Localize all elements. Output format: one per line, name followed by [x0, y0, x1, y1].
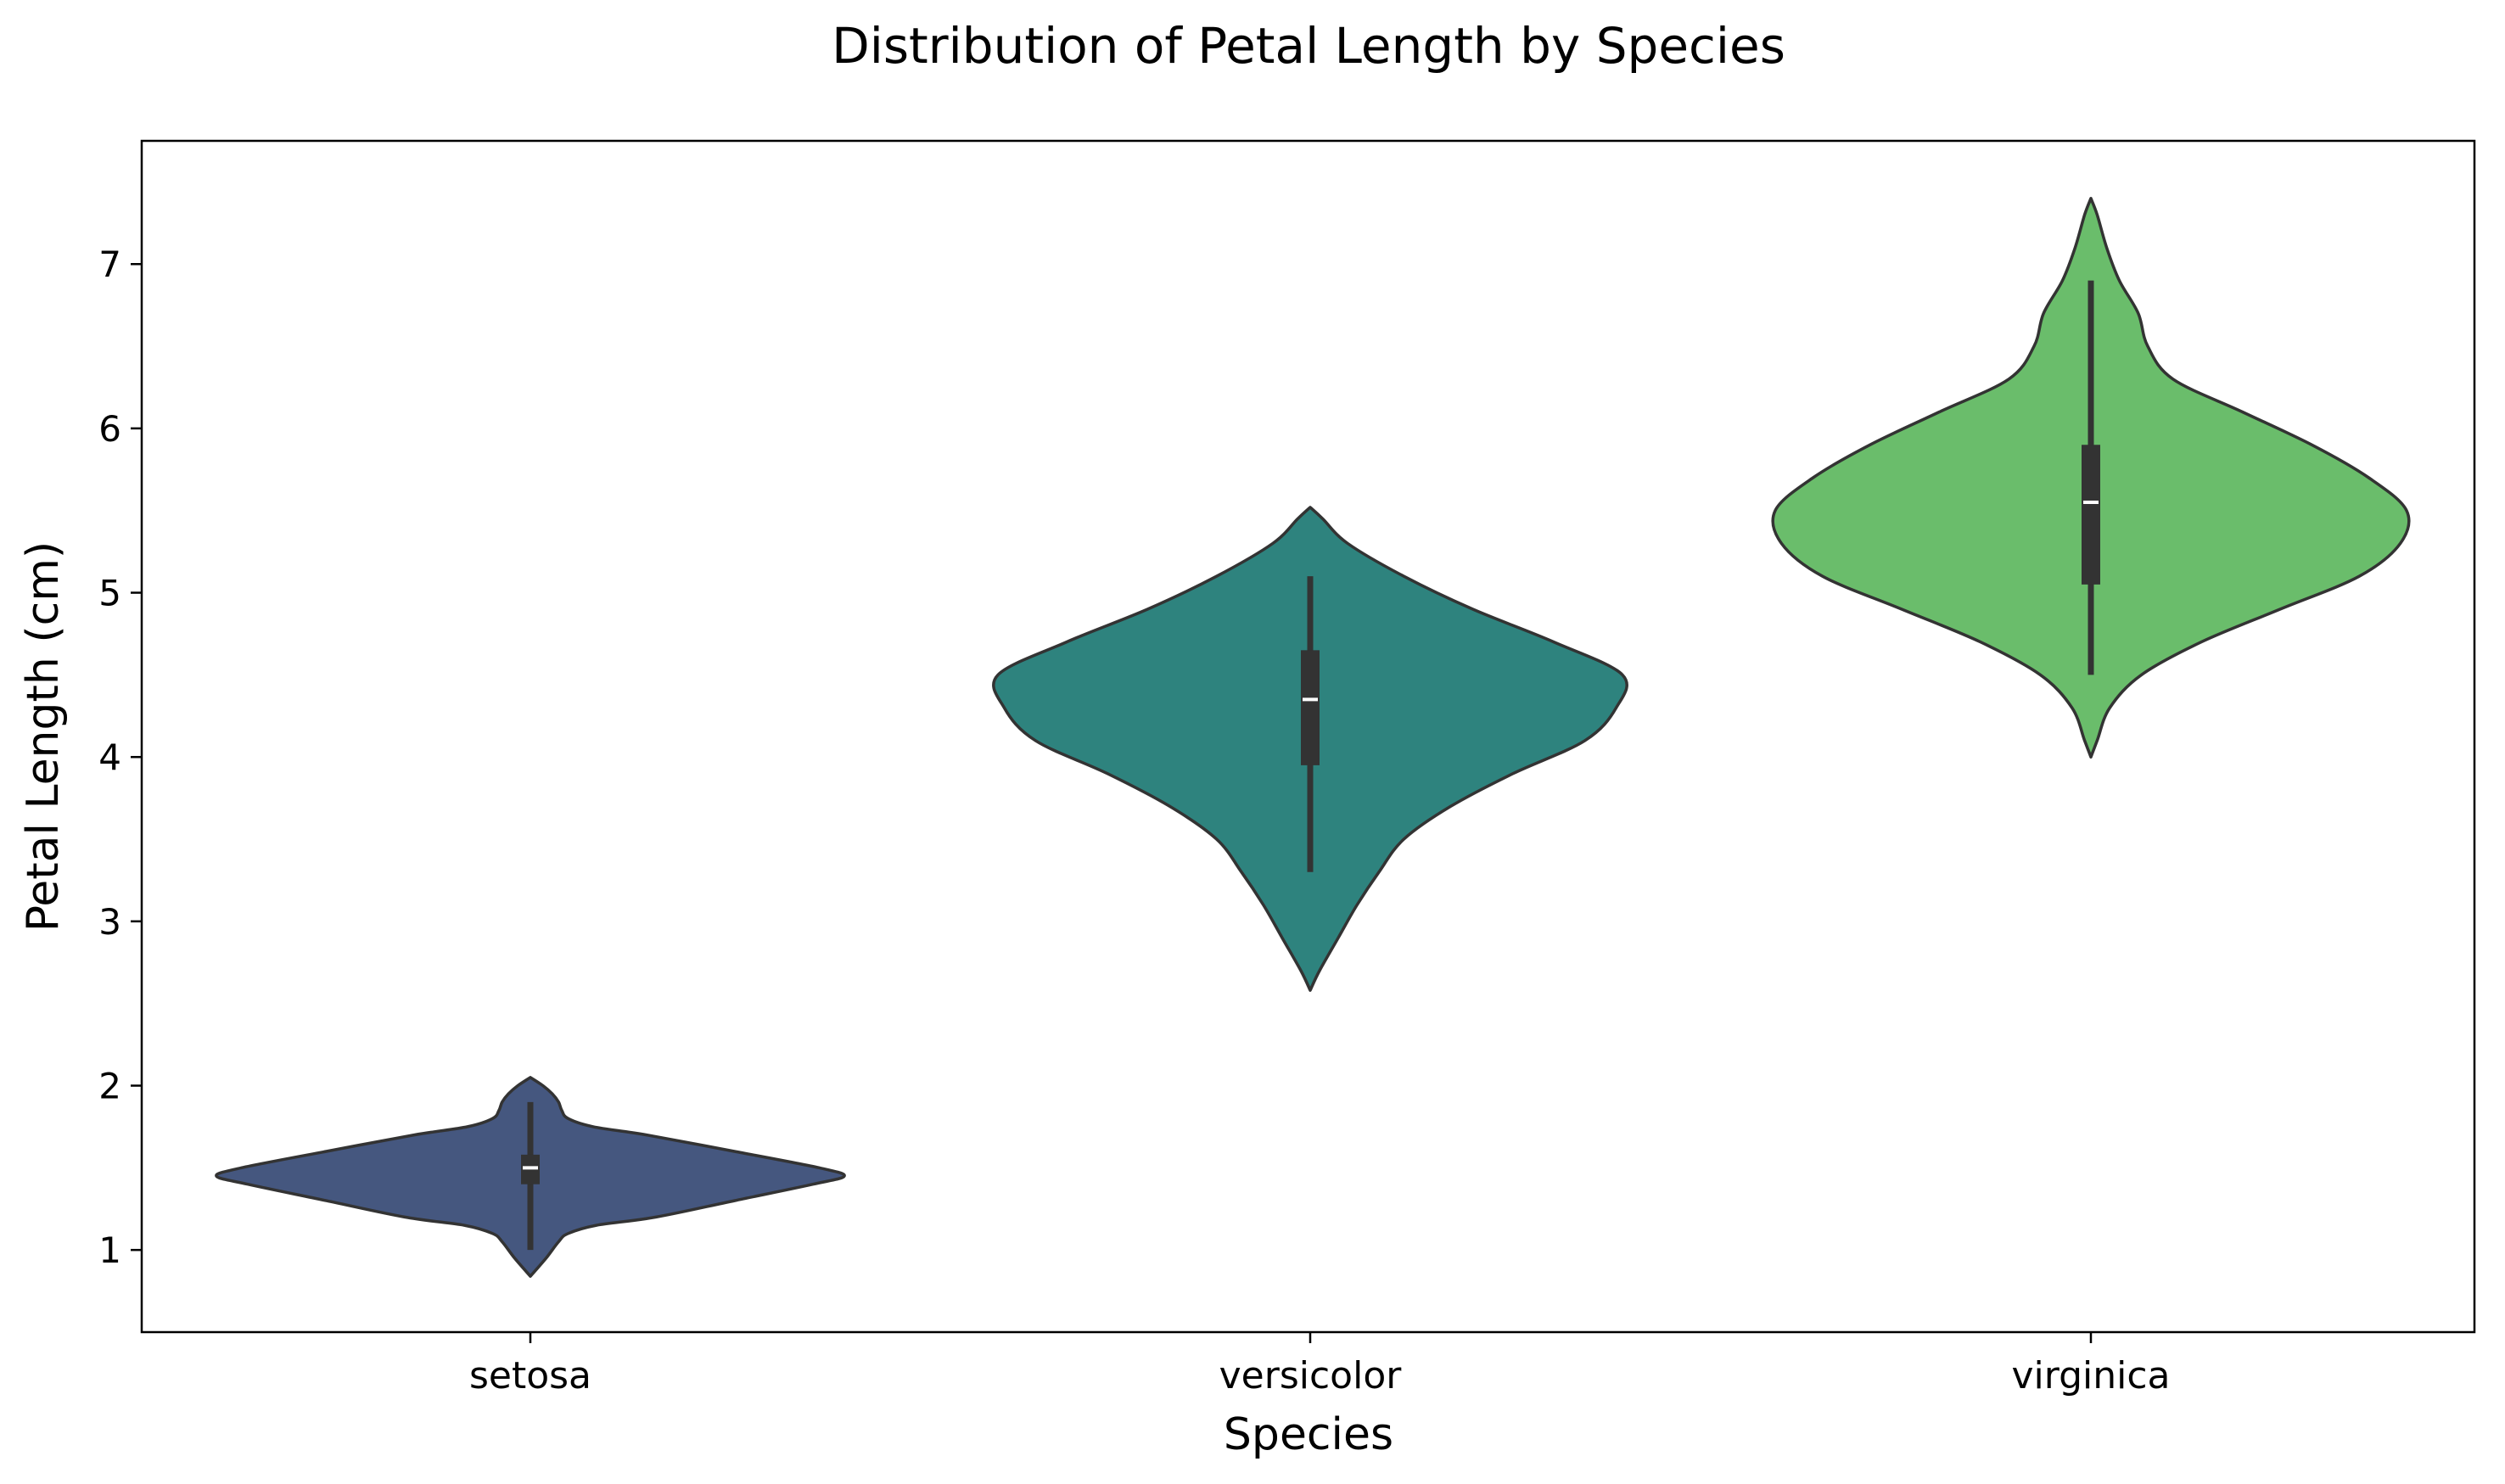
y-tick-label: 2	[98, 1066, 121, 1107]
y-tick-label: 1	[98, 1229, 121, 1271]
y-tick-label: 3	[98, 901, 121, 943]
y-tick-label: 7	[98, 244, 121, 285]
chart-title: Distribution of Petal Length by Species	[832, 17, 1785, 75]
y-axis: 1 2 3 4 5 6 7	[98, 244, 142, 1271]
x-axis-label: Species	[1224, 1409, 1393, 1460]
iqr-box-versicolor	[1301, 650, 1320, 765]
x-axis: setosa versicolor virginica	[469, 1332, 2171, 1397]
plot-area-frame	[140, 139, 2476, 1334]
iqr-box-virginica	[2082, 445, 2100, 585]
x-tick-label: setosa	[469, 1354, 591, 1397]
y-axis-label: Petal Length (cm)	[18, 541, 69, 932]
x-tick-label: versicolor	[1219, 1354, 1403, 1397]
inner-boxes-layer	[521, 280, 2100, 1251]
y-tick-label: 6	[98, 408, 121, 450]
y-tick-label: 5	[98, 573, 121, 614]
x-tick-label: virginica	[2012, 1354, 2171, 1397]
y-tick-label: 4	[98, 736, 121, 778]
